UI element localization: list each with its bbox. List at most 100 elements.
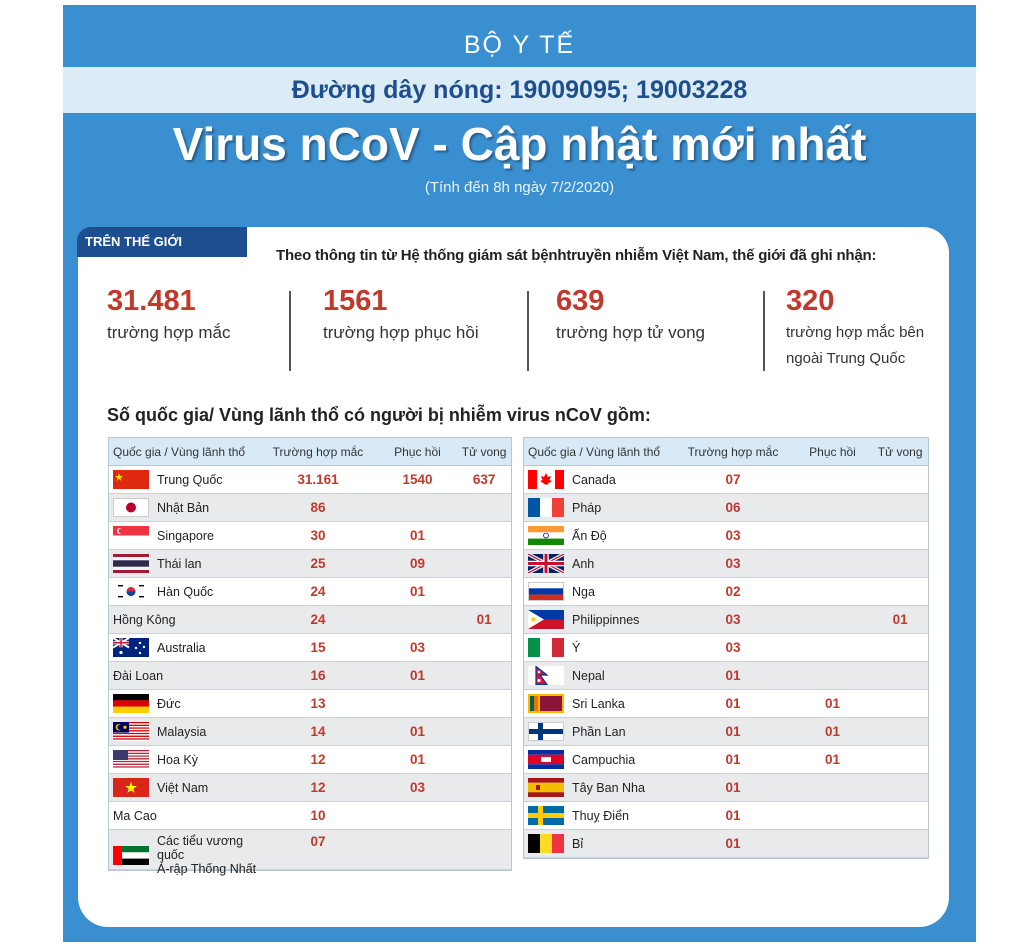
table-row: Ý 03 <box>524 634 928 662</box>
deaths-cell: 01 <box>892 612 908 627</box>
country-name: Ý <box>572 640 581 655</box>
thailand-flag-icon <box>113 554 149 573</box>
russia-flag-icon <box>528 582 564 601</box>
country-name: Pháp <box>572 500 602 515</box>
table-row: Singapore 30 01 <box>109 522 511 550</box>
ministry-name: BỘ Y TẾ <box>463 31 576 59</box>
country-cell: Malaysia <box>109 722 258 742</box>
cases-cell: 06 <box>725 500 741 515</box>
table-row: Sri Lanka 01 01 <box>524 690 928 718</box>
belgium-flag-icon <box>528 834 564 853</box>
country-name: Phần Lan <box>572 724 626 739</box>
cases-cell: 07 <box>310 834 326 849</box>
header-cases: Trường hợp mắc <box>687 444 779 459</box>
cases-cell: 01 <box>725 668 741 683</box>
cases-cell: 03 <box>725 612 741 627</box>
as-of-date: (Tính đến 8h ngày 7/2/2020) <box>424 179 615 196</box>
country-cell: Pháp <box>524 498 673 517</box>
country-cell: Ý <box>524 638 673 657</box>
stat-deaths-label: trường hợp tử vong <box>556 323 706 342</box>
country-name: Nga <box>572 584 595 599</box>
table-row: Đức 13 <box>109 690 511 718</box>
stat-deaths-value: 639 <box>556 285 605 317</box>
country-cell: Nga <box>524 582 673 601</box>
page-title: Virus nCoV - Cập nhật mới nhất <box>172 118 867 170</box>
world-intro: Theo thông tin từ Hệ thống giám sát bệnh… <box>276 247 877 264</box>
cases-cell: 01 <box>725 752 741 767</box>
table-row: Ma Cao 10 <box>109 802 511 830</box>
table-row: Anh 03 <box>524 550 928 578</box>
cases-cell: 16 <box>310 668 326 683</box>
header-recovered: Phục hồi <box>394 444 441 459</box>
country-name: Việt Nam <box>157 780 209 795</box>
country-cell: Canada <box>524 470 673 489</box>
country-name: Các tiểu vương quốc Ả-rập Thống Nhất <box>157 834 258 876</box>
germany-flag-icon <box>113 694 149 713</box>
country-cell: Philippinnes <box>524 610 673 629</box>
cases-cell: 01 <box>725 780 741 795</box>
country-table-left: Quốc gia / Vùng lãnh thổ Trường hợp mắc … <box>108 437 512 876</box>
recovered-cell: 01 <box>409 668 425 683</box>
table-row: Hàn Quốc 24 01 <box>109 578 511 606</box>
country-name: Hồng Kông <box>113 612 176 627</box>
cases-cell: 24 <box>310 612 326 627</box>
country-name: Nhật Bản <box>157 500 210 515</box>
cases-cell: 15 <box>310 640 326 655</box>
country-name: Nepal <box>572 668 605 683</box>
country-cell: Thuỵ Điển <box>524 806 673 825</box>
stat-cases-label: trường hợp mắc <box>107 323 231 342</box>
country-name-line1: Các tiểu vương quốc <box>157 834 244 862</box>
table-row: Phần Lan 01 01 <box>524 718 928 746</box>
cases-cell: 01 <box>725 696 741 711</box>
country-cell: Nepal <box>524 665 673 686</box>
country-cell: Phần Lan <box>524 722 673 741</box>
china-flag-icon <box>113 470 149 489</box>
spain-flag-icon <box>528 778 564 797</box>
cases-cell: 24 <box>310 584 326 599</box>
stat-divider <box>527 291 529 371</box>
country-name: Sri Lanka <box>572 696 625 711</box>
table-row: Ấn Độ 03 <box>524 522 928 550</box>
italy-flag-icon <box>528 638 564 657</box>
country-name: Ấn Độ <box>572 528 607 543</box>
cases-cell: 07 <box>725 472 741 487</box>
country-table-right: Quốc gia / Vùng lãnh thổ Trường hợp mắc … <box>523 437 929 859</box>
country-name: Philippinnes <box>572 612 640 627</box>
recovered-cell: 01 <box>409 584 425 599</box>
cases-cell: 31.161 <box>297 472 339 487</box>
stat-recovered: 1561 trường hợp phục hồi <box>323 285 479 345</box>
country-cell: Hàn Quốc <box>109 582 258 601</box>
cases-cell: 01 <box>725 808 741 823</box>
cases-cell: 12 <box>310 752 326 767</box>
table-row: Tây Ban Nha 01 <box>524 774 928 802</box>
country-name: Canada <box>572 472 616 487</box>
recovered-cell: 01 <box>409 528 425 543</box>
sweden-flag-icon <box>528 806 564 825</box>
srilanka-flag-icon <box>528 694 564 713</box>
country-cell: Sri Lanka <box>524 694 673 713</box>
cases-cell: 30 <box>310 528 326 543</box>
country-cell: Singapore <box>109 526 258 545</box>
country-cell: Các tiểu vương quốc Ả-rập Thống Nhất <box>109 834 258 876</box>
table-row: Australia 15 03 <box>109 634 511 662</box>
country-cell: Nhật Bản <box>109 498 258 517</box>
cases-cell: 86 <box>310 500 326 515</box>
country-name: Đài Loan <box>113 668 164 683</box>
cases-cell: 14 <box>310 724 326 739</box>
table-row: Campuchia 01 01 <box>524 746 928 774</box>
table-body-right: Canada 07 Pháp 06 Ấn Độ 03 Anh 03 Nga 02 Philippin… <box>524 466 928 858</box>
table-row: Canada 07 <box>524 466 928 494</box>
uk-flag-icon <box>527 552 565 575</box>
table-row: Việt Nam 12 03 <box>109 774 511 802</box>
cases-cell: 02 <box>725 584 741 599</box>
recovered-cell: 01 <box>409 724 425 739</box>
table-row: Malaysia 14 01 <box>109 718 511 746</box>
recovered-cell: 01 <box>824 724 840 739</box>
country-name: Ma Cao <box>113 808 157 823</box>
deaths-cell: 637 <box>472 472 496 487</box>
deaths-cell: 01 <box>476 612 492 627</box>
country-cell: Thái lan <box>109 554 258 573</box>
list-title: Số quốc gia/ Vùng lãnh thổ có người bị n… <box>107 405 651 425</box>
table-header: Quốc gia / Vùng lãnh thổ Trường hợp mắc … <box>524 438 928 466</box>
country-name: Bỉ <box>572 836 584 851</box>
